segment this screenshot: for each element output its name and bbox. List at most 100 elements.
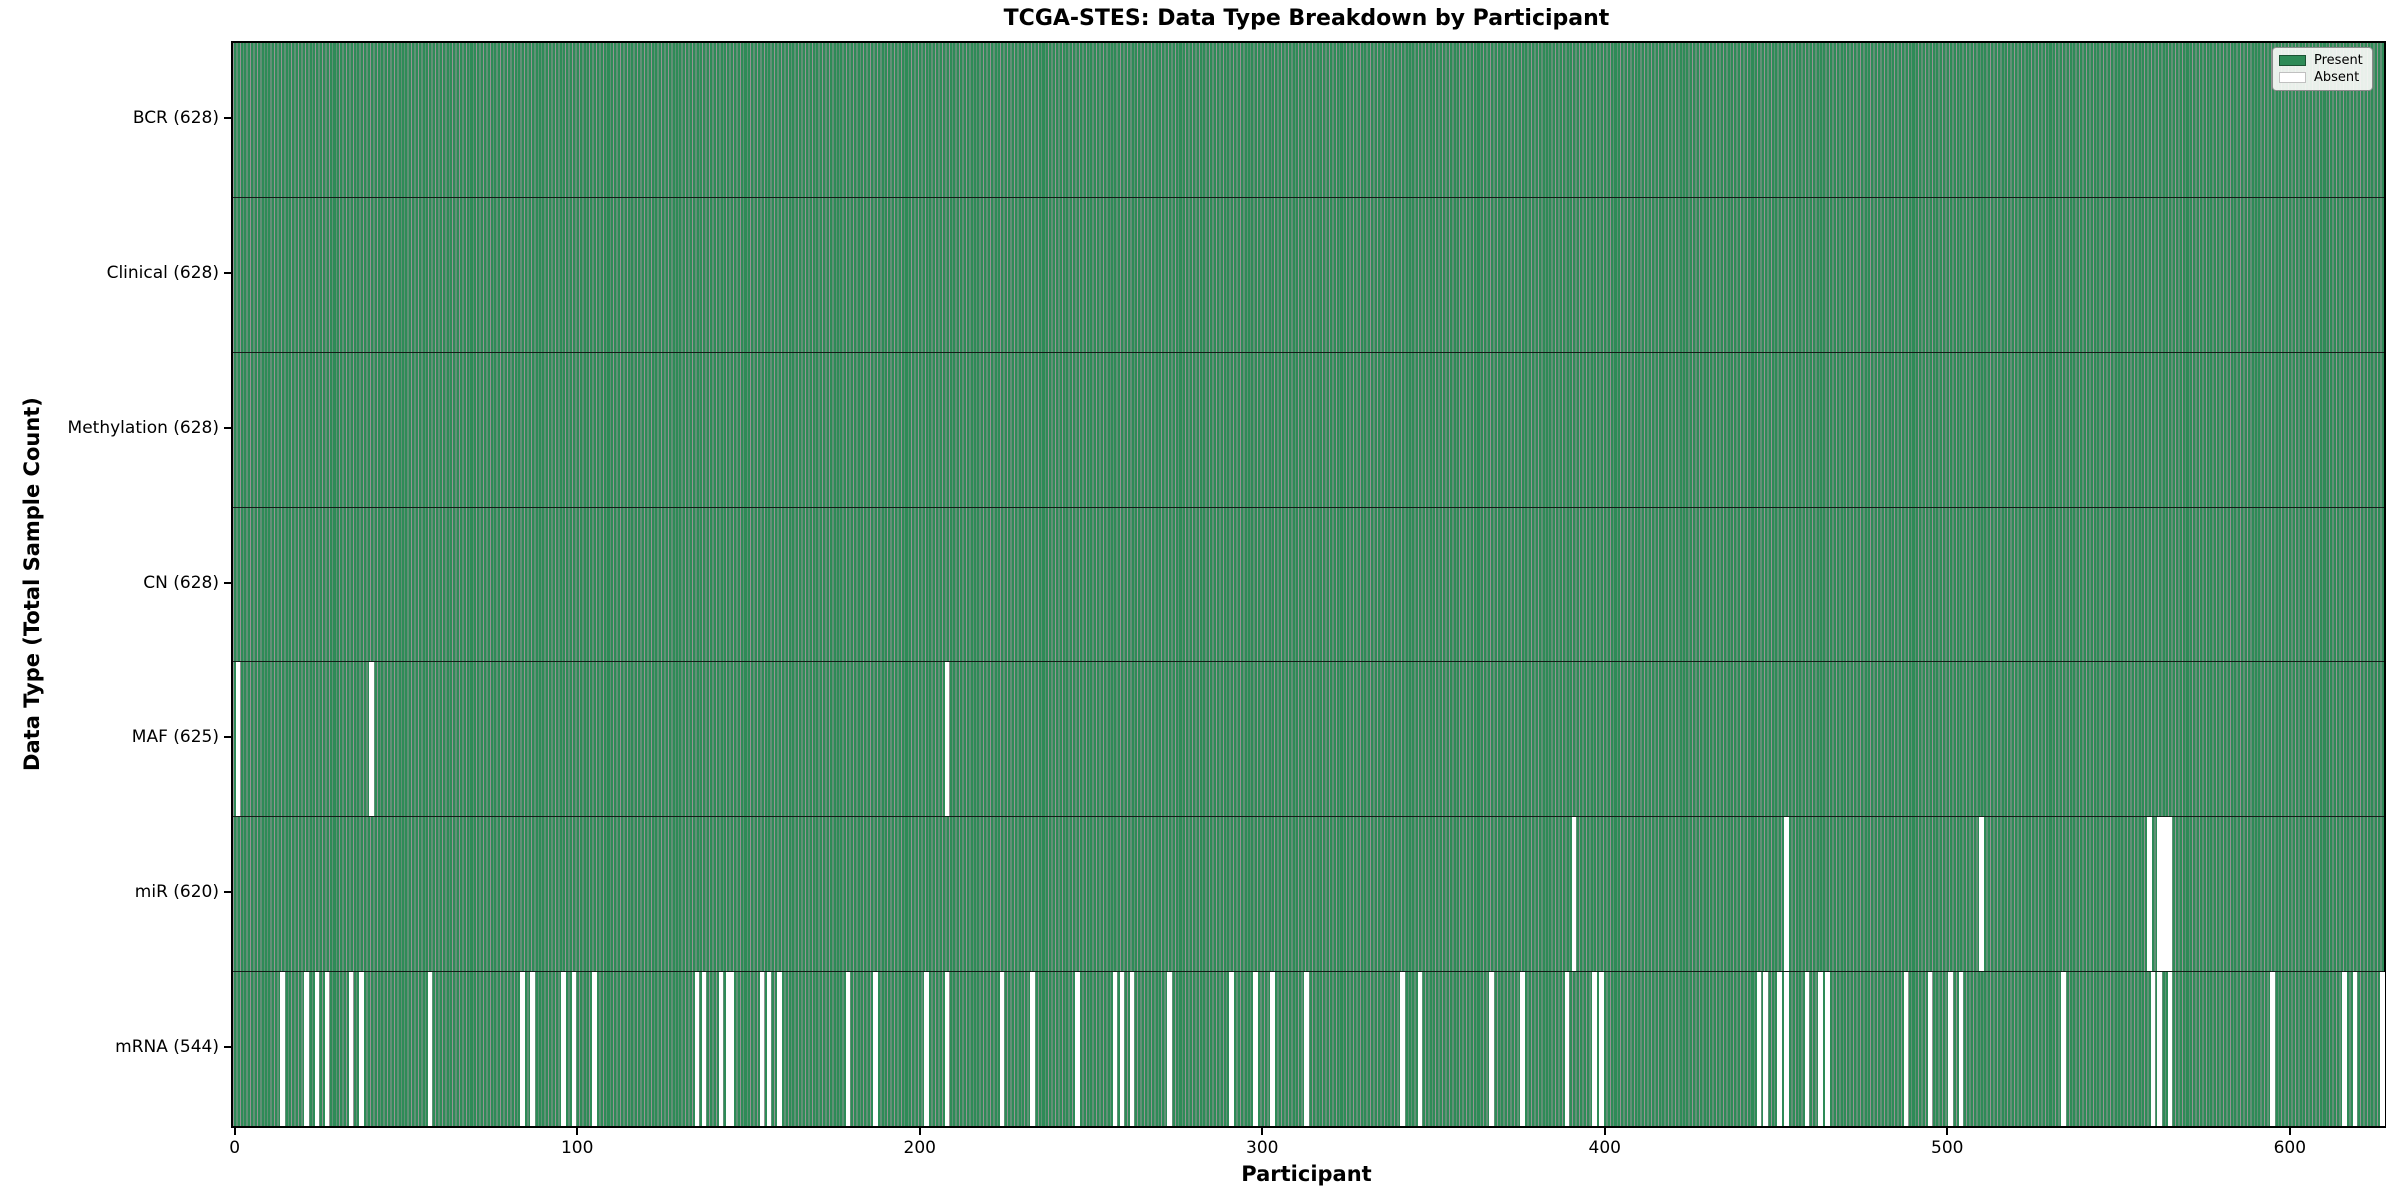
absent-gap — [944, 662, 950, 817]
plot-area — [231, 41, 2386, 1128]
xtick-label-300: 300 — [1246, 1138, 1279, 1158]
ytick-label-methylation: Methylation (628) — [67, 417, 219, 438]
absent-gap — [2167, 972, 2173, 1127]
absent-gap — [2147, 817, 2152, 972]
absent-gap — [1756, 972, 1762, 1127]
absent-gap — [1592, 972, 1597, 1127]
ytick-mark — [224, 890, 232, 893]
absent-gap — [592, 972, 597, 1127]
absent-gap — [1948, 972, 1953, 1127]
legend-label: Present — [2314, 53, 2363, 68]
present-swatch-icon — [2279, 55, 2306, 66]
ytick-mark — [224, 426, 232, 429]
absent-gap — [1129, 972, 1135, 1127]
absent-gap — [314, 972, 320, 1127]
absent-gap — [1400, 972, 1405, 1127]
xtick-mark — [576, 1126, 579, 1135]
ytick-mark — [224, 581, 232, 584]
absent-gap — [1979, 817, 1984, 972]
absent-gap — [1030, 972, 1036, 1127]
absent-gap — [1119, 972, 1125, 1127]
absent-gap — [2157, 817, 2162, 972]
xtick-mark — [918, 1126, 921, 1135]
xtick-mark — [1946, 1126, 1949, 1135]
absent-gap — [2379, 972, 2385, 1127]
absent-gap — [348, 972, 354, 1127]
absent-gap — [694, 972, 700, 1127]
absent-gap — [359, 972, 364, 1127]
row-bcr — [233, 43, 2384, 197]
absent-gap — [1564, 972, 1570, 1127]
absent-gap — [1599, 972, 1604, 1127]
ytick-label-bcr: BCR (628) — [132, 108, 219, 129]
absent-gap — [324, 972, 330, 1127]
absent-gap — [520, 972, 525, 1127]
absent-gap — [924, 972, 929, 1127]
absent-gap — [530, 972, 535, 1127]
row-mir — [233, 816, 2384, 972]
ytick-label-maf: MAF (625) — [131, 727, 219, 748]
absent-gap — [1417, 972, 1423, 1127]
ytick-label-cn: CN (628) — [143, 572, 219, 593]
absent-gap — [2352, 972, 2358, 1127]
legend-entry-absent: Absent — [2279, 71, 2366, 84]
xtick-label-400: 400 — [1588, 1138, 1621, 1158]
ytick-label-clinical: Clinical (628) — [106, 263, 219, 284]
xtick-mark — [2288, 1126, 2291, 1135]
absent-gap — [1304, 972, 1310, 1127]
x-axis-label: Participant — [1241, 1162, 1372, 1186]
ytick-label-mir: miR (620) — [134, 881, 219, 902]
absent-swatch-icon — [2279, 72, 2306, 83]
chart-title: TCGA-STES: Data Type Breakdown by Partic… — [1003, 6, 1610, 31]
ytick-mark — [224, 1045, 232, 1048]
absent-gap — [571, 972, 577, 1127]
absent-gap — [2157, 972, 2162, 1127]
xtick-label-200: 200 — [903, 1138, 936, 1158]
absent-gap — [2270, 972, 2275, 1127]
absent-gap — [1229, 972, 1234, 1127]
absent-gap — [729, 972, 734, 1127]
absent-gap — [1818, 972, 1823, 1127]
absent-gap — [777, 972, 782, 1127]
legend-entry-present: Present — [2279, 54, 2366, 67]
absent-gap — [999, 972, 1005, 1127]
absent-gap — [1763, 972, 1769, 1127]
row-maf — [233, 661, 2384, 817]
absent-gap — [235, 662, 241, 817]
absent-gap — [369, 662, 374, 817]
absent-gap — [561, 972, 566, 1127]
legend: Present Absent — [2272, 47, 2373, 91]
absent-gap — [759, 972, 765, 1127]
absent-gap — [280, 972, 285, 1127]
absent-gap — [1927, 972, 1933, 1127]
absent-gap — [1253, 972, 1258, 1127]
absent-gap — [1903, 972, 1909, 1127]
absent-gap — [1958, 972, 1964, 1127]
absent-gap — [2167, 817, 2173, 972]
row-mrna — [233, 971, 2385, 1127]
absent-gap — [2164, 817, 2169, 972]
absent-gap — [1571, 817, 1577, 972]
absent-gap — [1777, 972, 1782, 1127]
absent-gap — [2160, 817, 2166, 972]
ytick-mark — [224, 272, 232, 275]
absent-gap — [1489, 972, 1495, 1127]
absent-gap — [766, 972, 772, 1127]
xtick-mark — [233, 1126, 236, 1135]
absent-gap — [2342, 972, 2347, 1127]
legend-label: Absent — [2314, 70, 2360, 85]
absent-gap — [845, 972, 851, 1127]
absent-gap — [1784, 972, 1789, 1127]
xtick-mark — [1261, 1126, 1264, 1135]
absent-gap — [1520, 972, 1525, 1127]
absent-gap — [701, 972, 707, 1127]
absent-gap — [718, 972, 724, 1127]
absent-gap — [944, 972, 950, 1127]
absent-gap — [2061, 972, 2067, 1127]
absent-gap — [1167, 972, 1173, 1127]
absent-gap — [1784, 817, 1789, 972]
absent-gap — [725, 972, 731, 1127]
row-cn — [233, 506, 2384, 662]
absent-gap — [1804, 972, 1810, 1127]
